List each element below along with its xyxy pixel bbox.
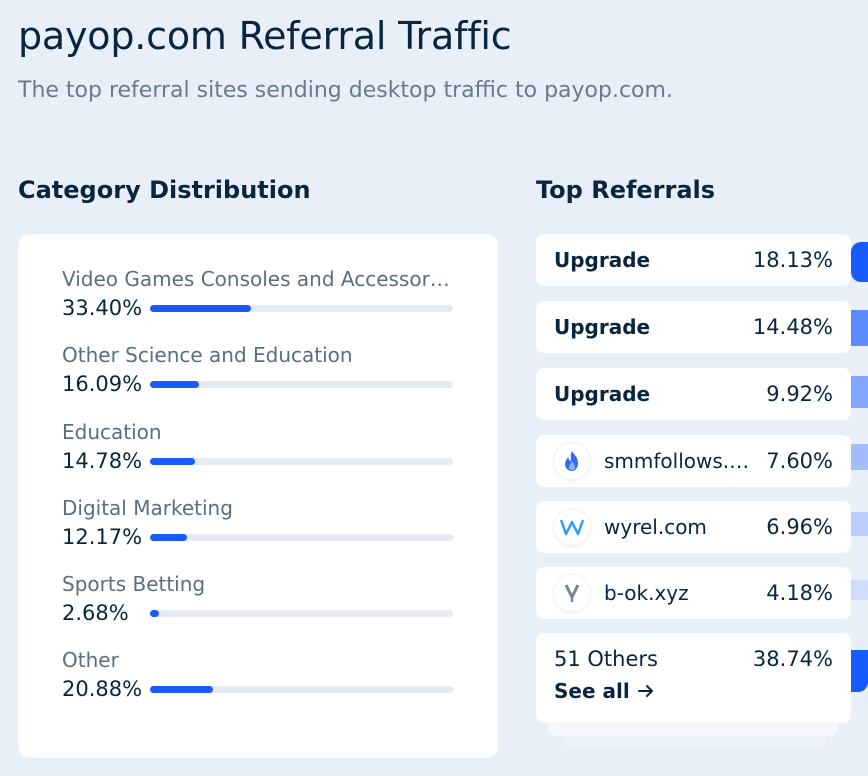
category-bar (150, 457, 453, 465)
category-name: Other (62, 648, 119, 672)
referral-flow-ribbon (851, 650, 868, 692)
referral-flow-ribbon (851, 310, 868, 346)
referral-name: Upgrade (554, 315, 651, 339)
page-subtitle: The top referral sites sending desktop t… (18, 78, 673, 103)
referral-percent: 14.48% (752, 315, 833, 339)
category-bar (150, 304, 453, 312)
page-title: payop.com Referral Traffic (18, 14, 512, 58)
category-distribution-card: Video Games Consoles and Accessories 33.… (18, 234, 498, 758)
referral-name: Upgrade (554, 382, 651, 406)
category-bar (150, 533, 453, 541)
see-all-link[interactable]: See all (554, 679, 654, 703)
referral-percent: 9.92% (766, 382, 833, 406)
category-name: Education (62, 420, 162, 444)
category-bar (150, 685, 453, 693)
others-label: 51 Others (554, 647, 658, 671)
category-name: Sports Betting (62, 572, 206, 596)
others-percent: 38.74% (752, 647, 833, 671)
see-all-label: See all (554, 679, 630, 703)
category-percent: 12.17% (62, 525, 143, 549)
referral-percent: 7.60% (766, 449, 833, 473)
referral-flow-ribbon (851, 444, 868, 470)
referral-percent: 18.13% (752, 248, 833, 272)
w-logo-icon (554, 509, 590, 545)
referral-flow-ribbon (851, 376, 868, 408)
referral-name: b-ok.xyz (604, 581, 689, 605)
referral-item[interactable]: Upgrade 9.92% (536, 368, 851, 420)
top-referrals-heading: Top Referrals (536, 176, 716, 204)
category-percent: 14.78% (62, 449, 143, 473)
flame-icon (554, 443, 590, 479)
referral-item[interactable]: Upgrade 14.48% (536, 301, 851, 353)
category-name: Video Games Consoles and Accessories (62, 267, 454, 291)
category-bar-fill (150, 533, 187, 541)
category-name: Other Science and Education (62, 343, 353, 367)
referral-item[interactable]: smmfollows.com 7.60% (536, 435, 851, 487)
category-item: Other 20.88% (62, 647, 454, 703)
referral-name: wyrel.com (604, 515, 707, 539)
category-bar (150, 609, 453, 617)
category-item: Digital Marketing 12.17% (62, 495, 454, 551)
category-bar-fill (150, 380, 199, 388)
category-bar-fill (150, 609, 159, 617)
category-item: Other Science and Education 16.09% (62, 342, 454, 398)
referral-name: smmfollows.com (604, 449, 757, 473)
category-percent: 20.88% (62, 677, 143, 701)
referral-percent: 6.96% (766, 515, 833, 539)
referral-flow-ribbon (851, 512, 868, 536)
referral-item[interactable]: wyrel.com 6.96% (536, 501, 851, 553)
category-item: Video Games Consoles and Accessories 33.… (62, 266, 454, 322)
category-item: Education 14.78% (62, 419, 454, 475)
category-percent: 2.68% (62, 601, 129, 625)
v-logo-icon (554, 575, 590, 611)
referral-flow-ribbon (851, 580, 868, 600)
referral-percent: 4.18% (766, 581, 833, 605)
category-percent: 33.40% (62, 296, 143, 320)
referral-flow-ribbon (851, 242, 868, 282)
category-bar (150, 380, 453, 388)
referral-item[interactable]: b-ok.xyz 4.18% (536, 567, 851, 619)
category-name: Digital Marketing (62, 496, 233, 520)
category-percent: 16.09% (62, 372, 143, 396)
category-distribution-heading: Category Distribution (18, 176, 311, 204)
category-bar-fill (150, 685, 214, 693)
category-bar-fill (150, 304, 252, 312)
category-bar-fill (150, 457, 195, 465)
others-card: 51 Others 38.74% See all (536, 633, 851, 723)
arrow-right-icon (637, 679, 654, 703)
referral-item[interactable]: Upgrade 18.13% (536, 234, 851, 286)
category-item: Sports Betting 2.68% (62, 571, 454, 627)
referral-name: Upgrade (554, 248, 651, 272)
